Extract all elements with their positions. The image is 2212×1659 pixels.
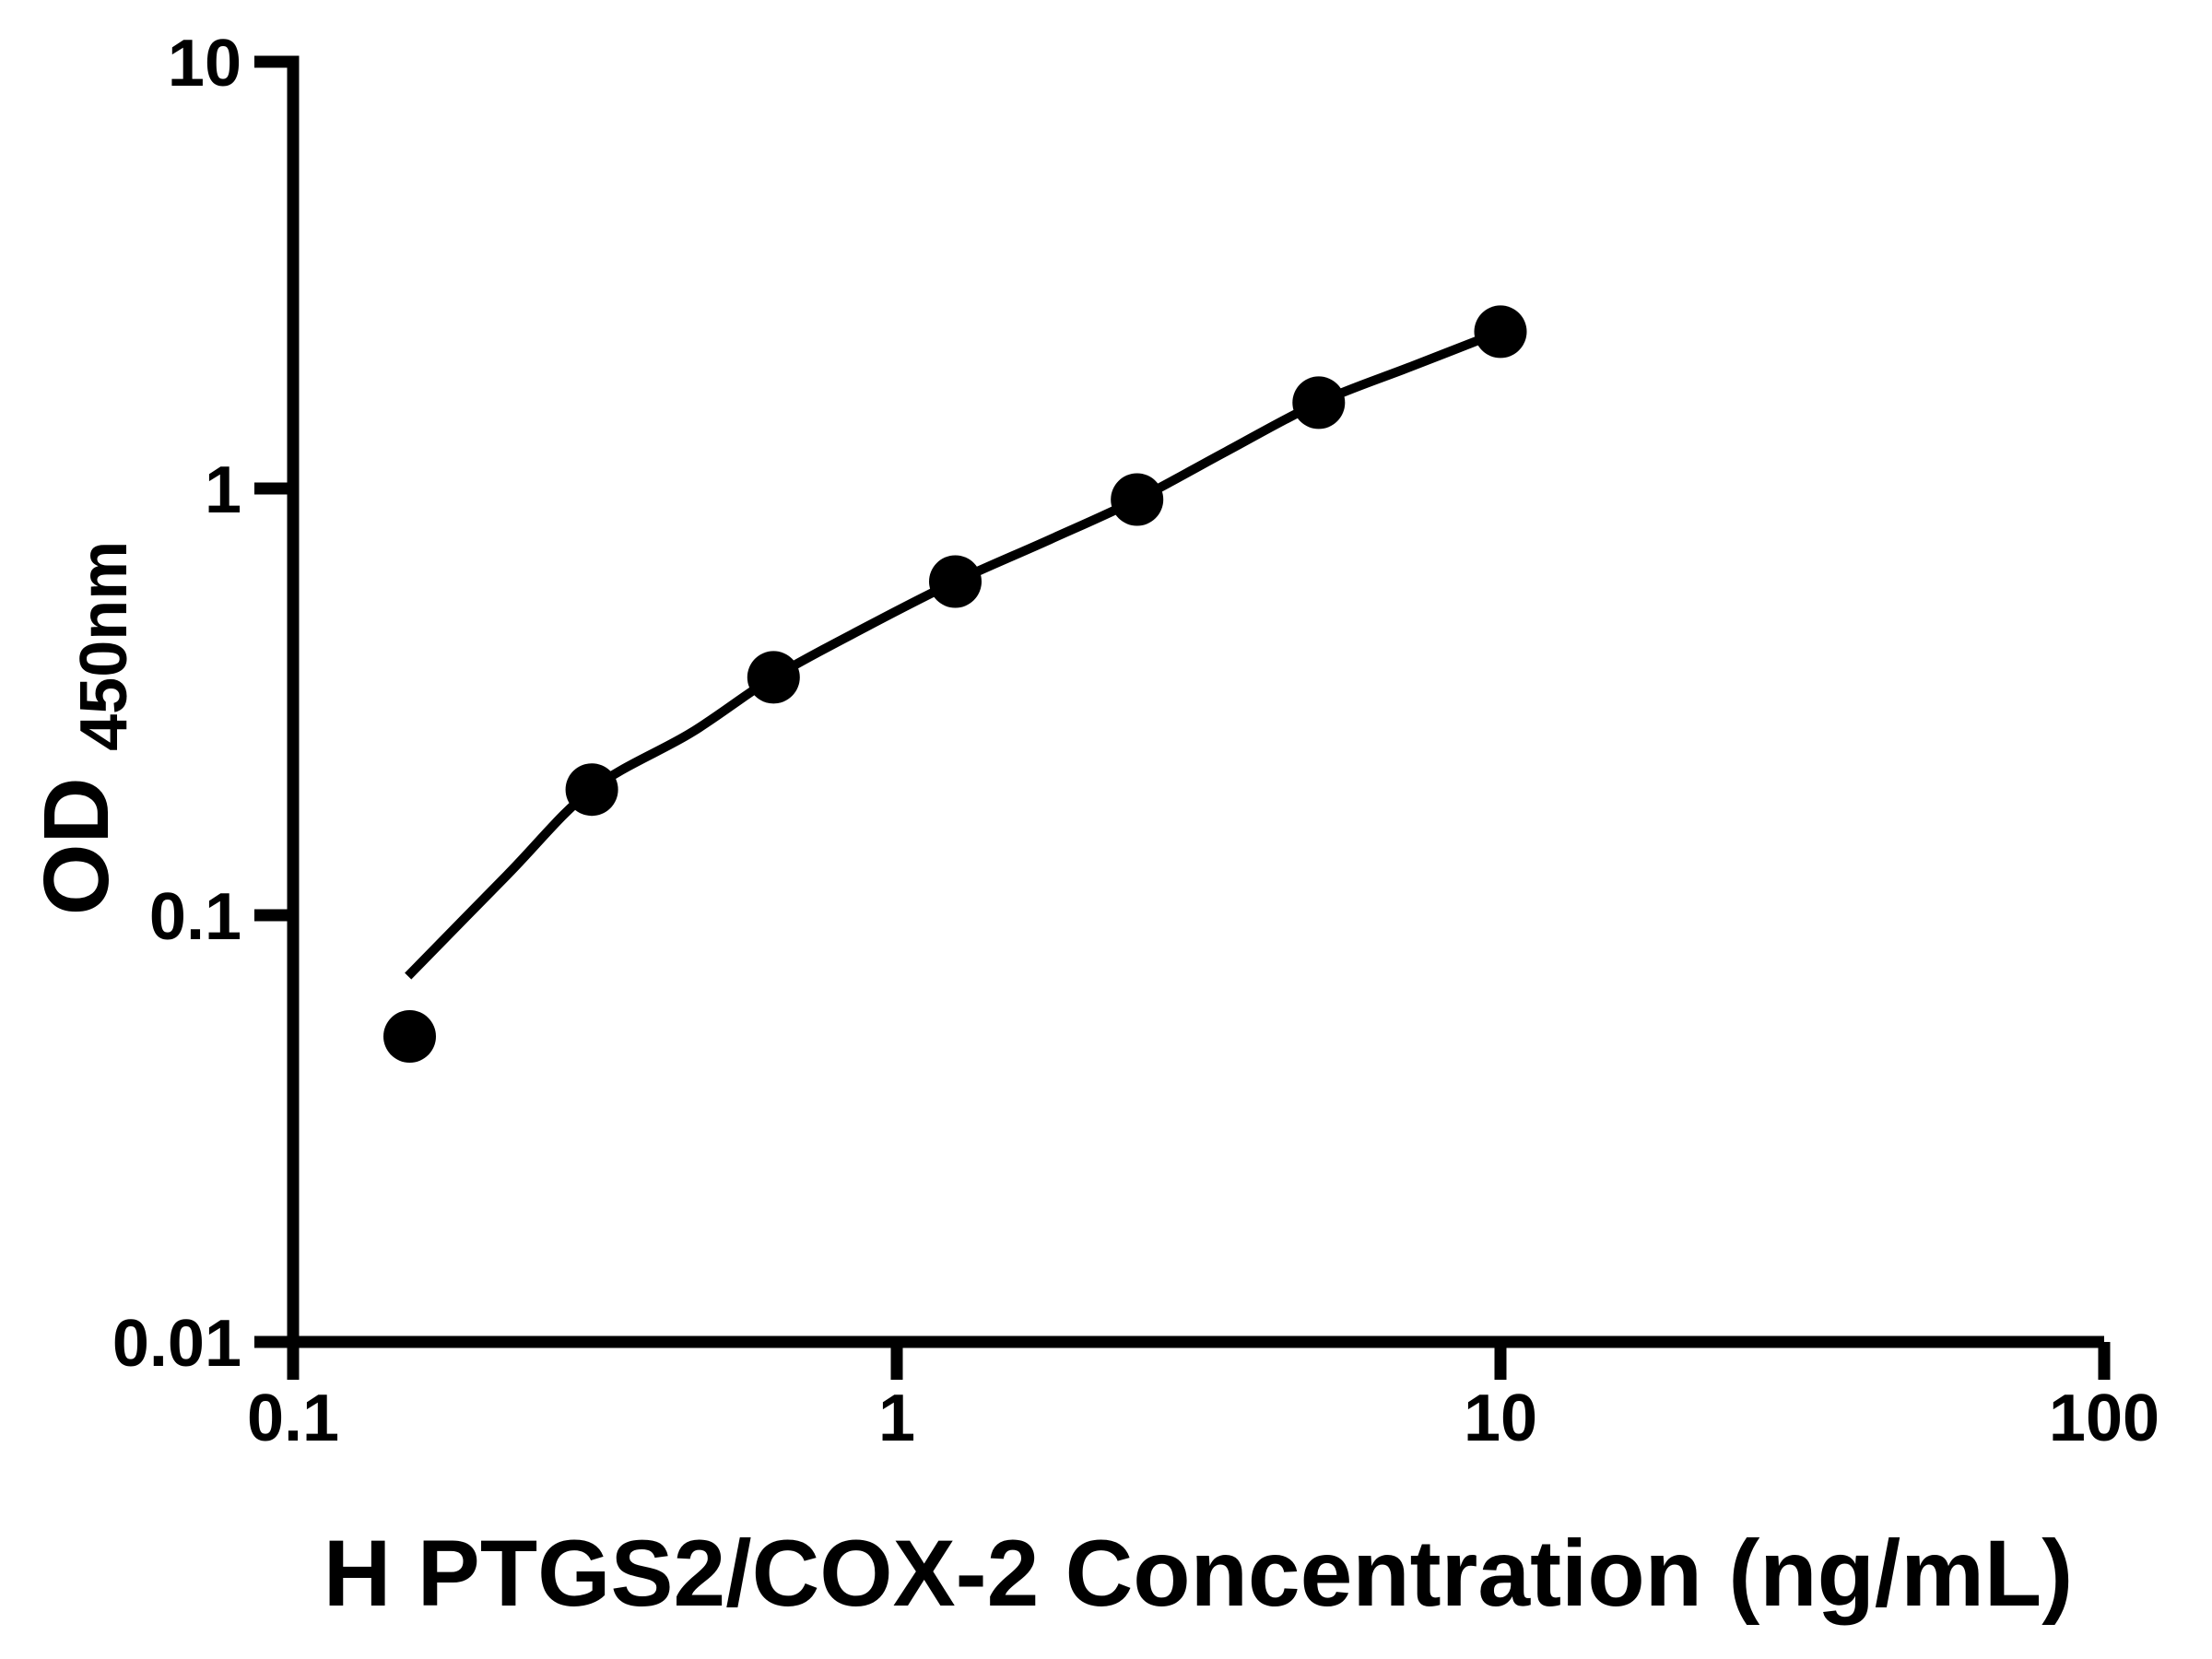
y-tick-label: 0.01 bbox=[112, 1307, 241, 1381]
x-tick-label: 0.1 bbox=[247, 1382, 339, 1455]
data-point bbox=[747, 651, 800, 704]
x-tick-label: 10 bbox=[1464, 1382, 1537, 1455]
y-ticks: 10 1 0.1 0.01 bbox=[112, 27, 293, 1381]
x-ticks: 0.1 1 10 100 bbox=[247, 1342, 2159, 1455]
fit-curve-line bbox=[405, 327, 1502, 980]
y-tick-label: 10 bbox=[168, 27, 241, 100]
y-axis-title-main: OD bbox=[25, 777, 128, 915]
x-tick-label: 100 bbox=[2049, 1382, 2159, 1455]
points-layer bbox=[383, 305, 1527, 1063]
x-tick-label: 1 bbox=[878, 1382, 915, 1455]
curve-layer bbox=[405, 327, 1502, 980]
data-point bbox=[1292, 376, 1346, 429]
data-point bbox=[383, 1010, 436, 1063]
y-tick-label: 0.1 bbox=[149, 880, 241, 954]
data-point bbox=[929, 555, 982, 608]
y-axis-title: OD 450nm bbox=[23, 541, 141, 915]
data-point bbox=[1474, 305, 1527, 359]
x-axis-title: H PTGS2/COX-2 Concentration (ng/mL) bbox=[324, 1521, 2073, 1626]
y-tick-label: 1 bbox=[205, 453, 241, 527]
y-axis-title-subscript: 450nm bbox=[67, 541, 141, 751]
data-point bbox=[565, 763, 618, 817]
data-point bbox=[1111, 473, 1164, 526]
axes bbox=[254, 55, 2104, 1380]
